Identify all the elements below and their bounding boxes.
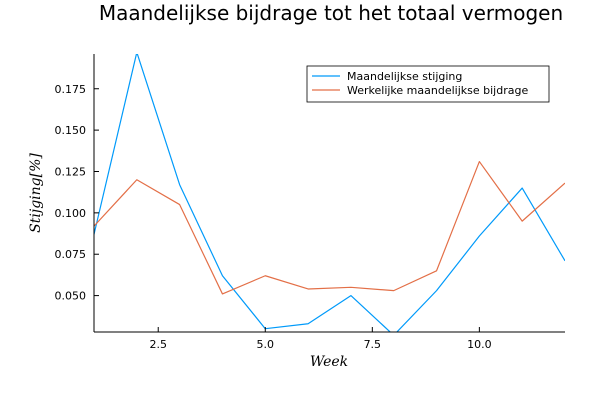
y-axis-label: Stijging[%] — [28, 153, 44, 233]
x-axis-label: Week — [310, 354, 348, 370]
y-tick-label: 0.150 — [55, 124, 87, 137]
series-line-1 — [94, 54, 565, 332]
y-tick-label: 0.050 — [55, 290, 87, 303]
axes — [93, 54, 565, 333]
y-tick-label: 0.175 — [55, 83, 87, 96]
x-tick-label: 7.5 — [364, 338, 382, 351]
tick-labels: 2.5 5.0 7.5 10.0 0.050 0.075 0.100 0.125 0.150 0.… — [55, 83, 492, 351]
legend-label-2: Werkelijke maandelijkse bijdrage — [347, 84, 528, 97]
x-tick-label: 5.0 — [257, 338, 275, 351]
series-layer — [94, 54, 565, 332]
legend-box — [306, 65, 550, 103]
x-tick-label: 2.5 — [149, 338, 167, 351]
x-tick-label: 10.0 — [467, 338, 492, 351]
y-tick-label: 0.075 — [55, 248, 87, 261]
legend-label-1: Maandelijkse stijging — [347, 70, 462, 83]
y-tick-label: 0.125 — [55, 165, 87, 178]
chart-title: Maandelijkse bijdrage tot het totaal ver… — [99, 1, 563, 25]
y-tick-label: 0.100 — [55, 207, 87, 220]
series-line-2 — [94, 160, 565, 295]
